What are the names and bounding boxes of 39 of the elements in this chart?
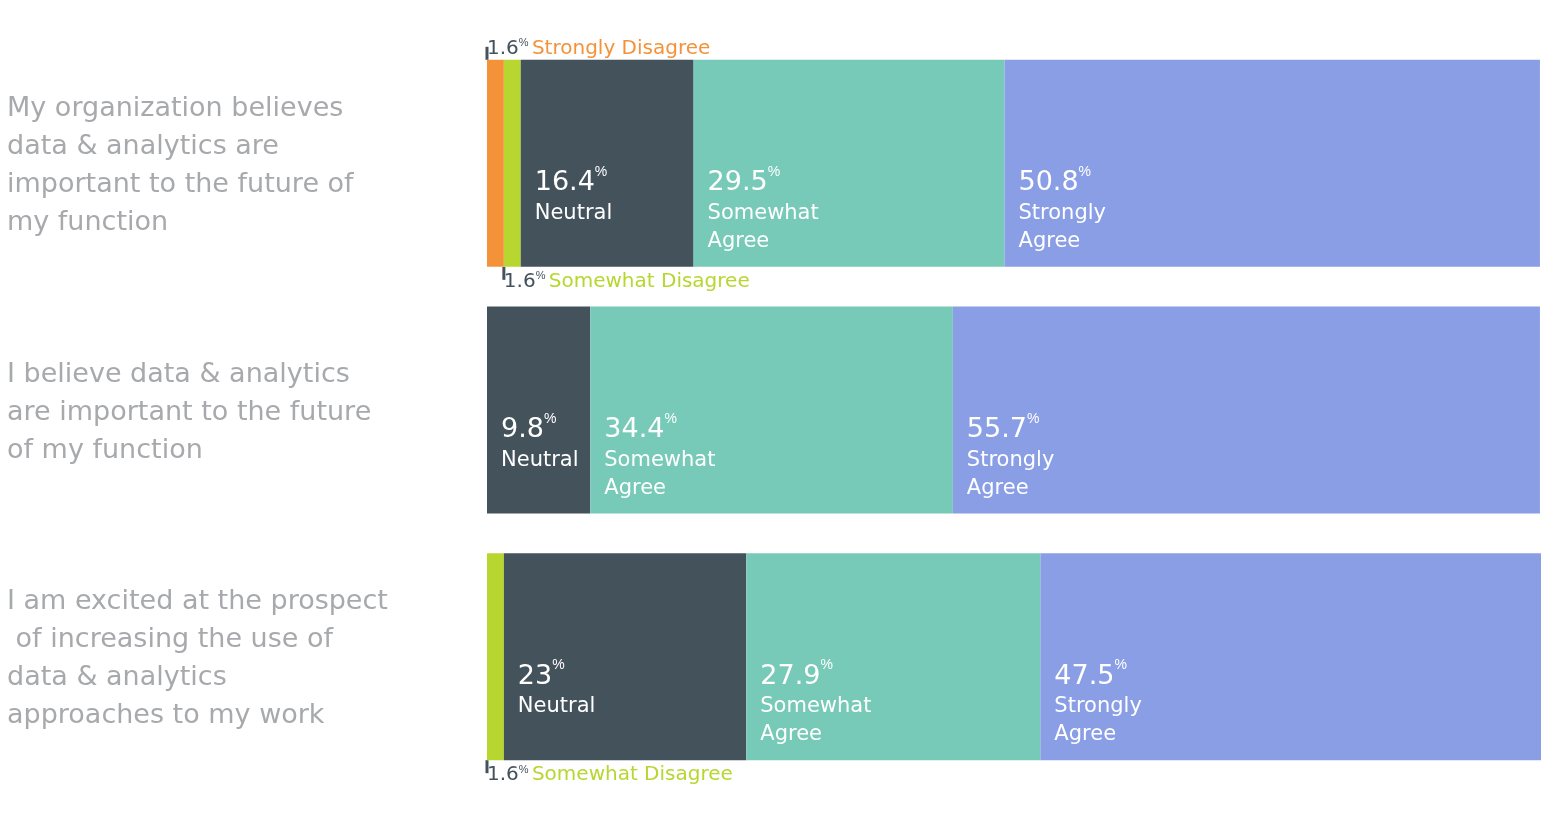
series-label: Somewhat Agree xyxy=(707,199,819,252)
bar xyxy=(693,59,1005,267)
bar xyxy=(487,553,504,761)
bar xyxy=(503,553,747,761)
data-label: 23% xyxy=(517,656,565,690)
data-label: 1.6% xyxy=(487,34,529,59)
bar xyxy=(952,306,1540,514)
bar xyxy=(487,59,504,267)
text: Somewhat Disagree xyxy=(531,761,733,786)
y-tick-label: My organization believes data & analytics are important to the future of my function xyxy=(7,90,363,236)
data-label: 1.6% xyxy=(487,761,529,786)
bar xyxy=(746,553,1041,761)
data-label: 29.5% xyxy=(707,162,781,197)
bar xyxy=(1004,59,1540,267)
data-label: 47.5% xyxy=(1054,656,1127,690)
series-label: Somewhat Disagree xyxy=(548,267,750,292)
bar xyxy=(590,306,953,514)
series-label: Neutral xyxy=(501,446,579,471)
text: Somewhat Agree xyxy=(604,446,716,499)
data-label: 16.4% xyxy=(534,162,608,197)
text: Neutral xyxy=(534,199,613,224)
data-label: 27.9% xyxy=(760,656,833,690)
y-tick-label: I believe data & analytics are important to the future of my function xyxy=(7,356,380,464)
bar xyxy=(1040,553,1541,761)
bar xyxy=(503,59,521,267)
y-tick-label: I am excited at the prospect of increasing the use of data & analytics approaches to my work xyxy=(7,584,388,730)
data-label: 34.4% xyxy=(604,409,677,443)
text: Somewhat Agree xyxy=(760,693,872,746)
text: Strongly Agree xyxy=(966,446,1055,499)
text: Neutral xyxy=(517,693,596,718)
data-label: 1.6% xyxy=(503,267,546,292)
data-label: 9.8% xyxy=(501,409,557,443)
text: Strongly Agree xyxy=(1054,693,1142,746)
series-label: Strongly Agree xyxy=(1018,199,1107,252)
bar xyxy=(520,59,694,267)
series-label: Strongly Disagree xyxy=(531,34,711,59)
data-label: 55.7% xyxy=(966,409,1040,443)
bar xyxy=(487,306,591,514)
data-label: 50.8% xyxy=(1018,162,1092,197)
